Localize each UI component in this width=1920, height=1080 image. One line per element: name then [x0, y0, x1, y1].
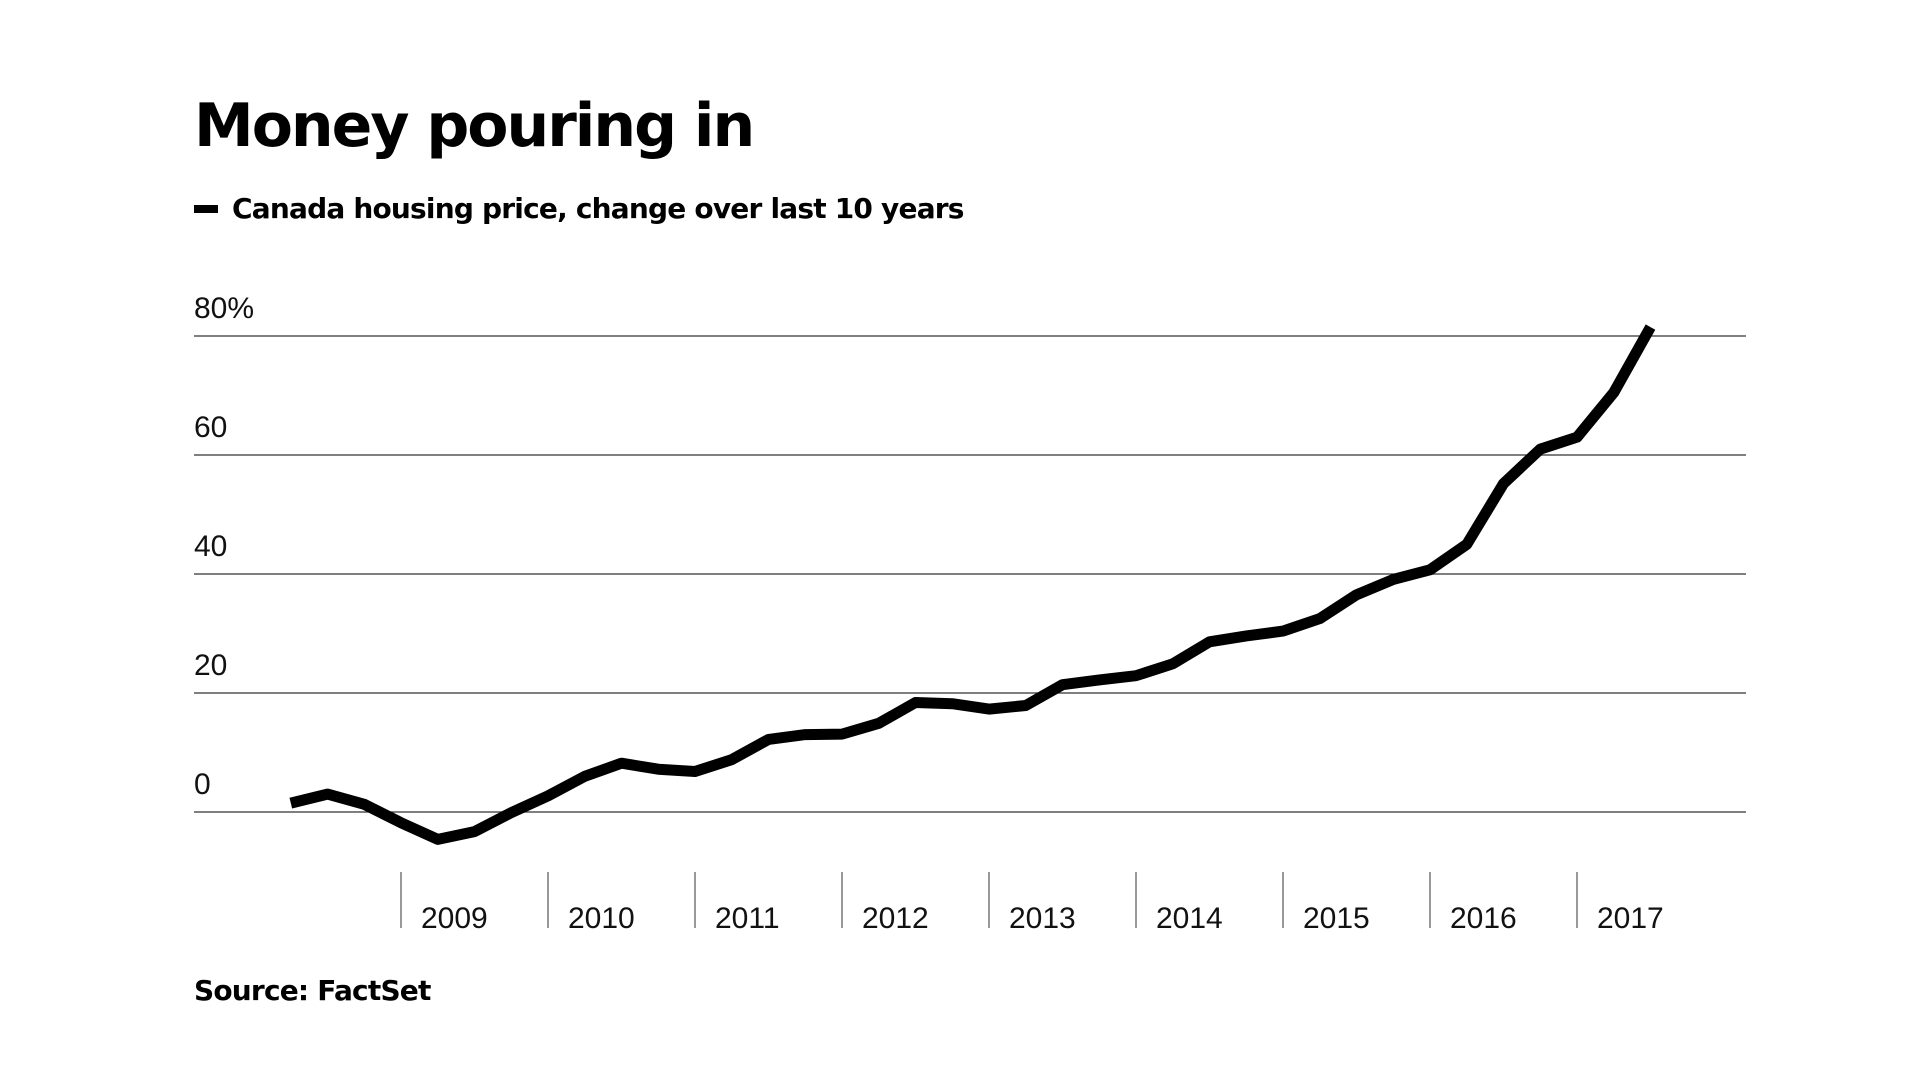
x-tick-label: 2014	[1156, 902, 1223, 935]
x-tick-label: 2013	[1009, 902, 1076, 935]
x-tick-label: 2012	[862, 902, 929, 935]
legend-swatch	[194, 204, 218, 213]
x-axis: 2009 2010 2011 2012 2013 2014 2015 2016 2017	[400, 872, 1664, 935]
chart-title: Money pouring in	[194, 91, 755, 161]
gridlines	[194, 335, 1746, 813]
y-tick-label: 60	[194, 411, 227, 444]
x-tick-label: 2009	[421, 902, 488, 935]
series-layer	[289, 324, 1656, 845]
y-tick-label: 80%	[194, 292, 254, 325]
y-tick-label: 20	[194, 649, 227, 682]
x-tick-label: 2011	[715, 902, 780, 935]
legend-label: Canada housing price, change over last 1…	[232, 192, 964, 225]
y-tick-labels: 0 20 40 60 80%	[194, 292, 254, 801]
y-tick-label: 40	[194, 530, 227, 563]
x-tick-label: 2017	[1597, 902, 1664, 935]
legend: Canada housing price, change over last 1…	[194, 192, 964, 225]
source-note: Source: FactSet	[194, 974, 431, 1007]
y-tick-label: 0	[194, 768, 211, 801]
series-line	[289, 324, 1656, 845]
x-tick-label: 2016	[1450, 902, 1517, 935]
x-tick-label: 2010	[568, 902, 635, 935]
x-tick-label: 2015	[1303, 902, 1370, 935]
